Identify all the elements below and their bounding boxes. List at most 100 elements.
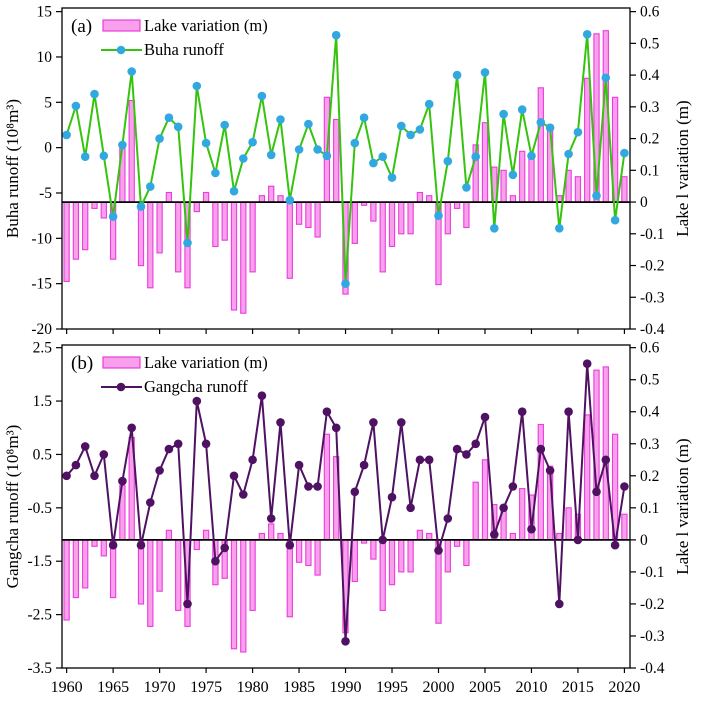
right-tick-label-a: 0.6 [640,4,660,21]
buha-runoff-point-1972 [173,122,183,132]
right-axis-title-a: Lake l variation (m) [673,100,692,236]
gangcha-runoff-point-1964 [99,450,109,459]
buha-runoff-point-1996 [397,121,406,131]
lake-variation-bar-b-1987 [314,539,321,576]
gangcha-runoff-point-1987 [313,482,322,491]
left-axis-title-a: Buha runoff (10⁸m³) [3,99,22,238]
gangcha-runoff-point-1961 [71,460,81,470]
gangcha-runoff-point-2020 [620,482,629,491]
right-tick-label-a: 0 [640,194,648,211]
gangcha-runoff-point-2003 [462,450,471,459]
buha-runoff-point-1969 [146,182,155,191]
right-tick-label-a: 0.3 [640,99,660,116]
buha-runoff-point-2018 [601,73,611,83]
buha-runoff-point-1995 [387,173,397,182]
buha-runoff-point-1973 [183,238,192,248]
gangcha-runoff-point-1994 [378,535,388,545]
x-tick-label: 1985 [283,679,315,696]
buha-runoff-point-2011 [536,118,546,127]
lake-variation-bar-a-1971 [165,191,173,203]
lake-variation-bar-b-1984 [286,539,293,618]
buha-runoff-point-1977 [220,120,229,130]
lake-variation-bar-a-1999 [426,195,433,203]
gangcha-runoff-point-2010 [527,524,536,534]
right-tick-label-b: 0.2 [640,468,659,485]
lake-variation-bar-b-1961 [72,539,80,599]
lake-variation-bar-b-2014 [565,507,572,541]
lake-variation-bar-b-1962 [82,539,89,589]
left-axis-title-b: Gangcha runoff (10⁸m³) [3,425,22,589]
gangcha-runoff-point-2015 [573,535,583,545]
right-tick-label-b: -0.3 [640,628,665,645]
gangcha-runoff-point-1997 [406,503,415,513]
lake-variation-bar-b-2020 [621,513,628,541]
buha-runoff-point-1966 [118,140,127,150]
buha-runoff-point-1960 [62,130,71,140]
buha-runoff-point-1992 [359,113,369,122]
lake-variation-bar-b-1963 [91,539,98,547]
buha-runoff-point-1988 [322,151,332,161]
gangcha-runoff-point-2017 [592,487,601,497]
right-tick-label-b: -0.2 [640,596,665,613]
gangcha-runoff-point-2002 [452,444,462,454]
buha-runoff-point-1971 [164,113,174,122]
lake-variation-bar-a-1998 [416,191,424,203]
lake-variation-bar-b-1983 [277,532,284,541]
buha-runoff-point-1984 [285,195,295,205]
legend-bar-swatch-b [102,356,141,369]
right-tick-label-b: 0 [640,532,648,549]
buha-runoff-point-1993 [369,158,378,168]
buha-runoff-point-1991 [350,138,360,148]
left-tick-label-b: -1.5 [27,553,52,570]
lake-variation-bar-b-1975 [202,529,210,541]
gangcha-runoff-point-1982 [266,514,276,523]
lake-variation-bar-a-1979 [240,201,247,314]
lake-variation-bar-b-1969 [147,539,154,627]
gangcha-runoff-point-1999 [424,455,434,465]
x-tick-label: 1970 [144,679,176,696]
x-tick-label: 1980 [237,679,269,696]
lake-variation-bar-a-1978 [230,201,238,311]
lake-variation-bar-a-1977 [221,201,228,241]
left-tick-label-b: -3.5 [27,660,52,677]
buha-runoff-point-2010 [527,151,536,161]
lake-variation-bar-b-1985 [295,539,303,563]
left-tick-label-a: 10 [37,49,53,66]
left-tick-label-a: -5 [39,185,52,202]
lake-variation-bar-b-1994 [379,539,386,611]
gangcha-runoff-point-1970 [155,466,164,475]
lake-variation-bar-a-2015 [574,176,582,203]
lake-variation-bar-b-1997 [407,539,414,573]
lake-variation-bar-b-1988 [323,433,331,541]
lake-variation-bar-a-1961 [72,201,80,260]
buha-runoff-point-1961 [71,101,81,111]
gangcha-runoff-point-2018 [601,455,611,465]
buha-runoff-point-1990 [341,279,350,289]
x-tick-label: 1975 [190,679,222,696]
right-tick-label-a: -0.4 [640,321,665,338]
gangcha-runoff-point-1984 [285,540,295,550]
buha-runoff-point-1999 [424,99,434,109]
lake-variation-bar-a-2008 [509,195,517,203]
x-tick-label: 2015 [562,679,594,696]
right-tick-label-b: -0.1 [640,564,665,581]
lake-variation-bar-a-1995 [388,201,396,248]
gangcha-runoff-point-1969 [146,498,155,507]
lake-variation-bar-b-1981 [258,532,266,541]
lake-variation-bar-a-2005 [481,122,489,203]
lake-variation-bar-a-2001 [444,201,451,235]
lake-variation-bar-a-1993 [370,201,377,222]
gangcha-runoff-point-1995 [387,492,397,502]
right-tick-label-a: 0.1 [640,162,659,179]
buha-runoff-point-1987 [313,145,322,154]
right-tick-label-a: -0.1 [640,226,665,243]
legend-bar-label-b: Lake variation (m) [144,353,268,372]
buha-runoff-point-2016 [582,30,592,39]
lake-variation-bar-a-1970 [156,201,163,254]
gangcha-runoff-point-2009 [517,407,527,417]
lake-variation-bar-a-1983 [277,195,284,203]
right-tick-label-a: 0.5 [640,35,660,52]
gangcha-runoff-point-1973 [183,599,192,609]
